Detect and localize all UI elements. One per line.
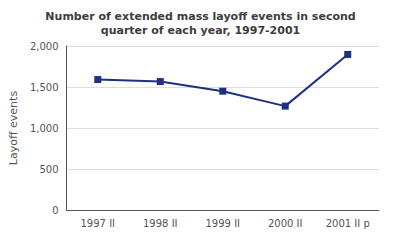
svg-text:quarter of each year, 1997-200: quarter of each year, 1997-2001 [101, 24, 300, 37]
svg-text:1997 II: 1997 II [81, 218, 116, 229]
svg-text:Number of extended mass layoff: Number of extended mass layoff events in… [45, 10, 355, 23]
svg-text:Layoff events: Layoff events [7, 91, 20, 166]
svg-text:2000 II: 2000 II [268, 218, 303, 229]
svg-text:1,500: 1,500 [30, 82, 59, 93]
svg-text:500: 500 [39, 164, 58, 175]
svg-text:1998 II: 1998 II [143, 218, 178, 229]
svg-text:1999 II: 1999 II [205, 218, 240, 229]
svg-text:2001 II p: 2001 II p [326, 218, 370, 229]
svg-text:0: 0 [52, 205, 58, 216]
svg-text:1,000: 1,000 [30, 123, 59, 134]
svg-text:2,000: 2,000 [30, 41, 59, 52]
